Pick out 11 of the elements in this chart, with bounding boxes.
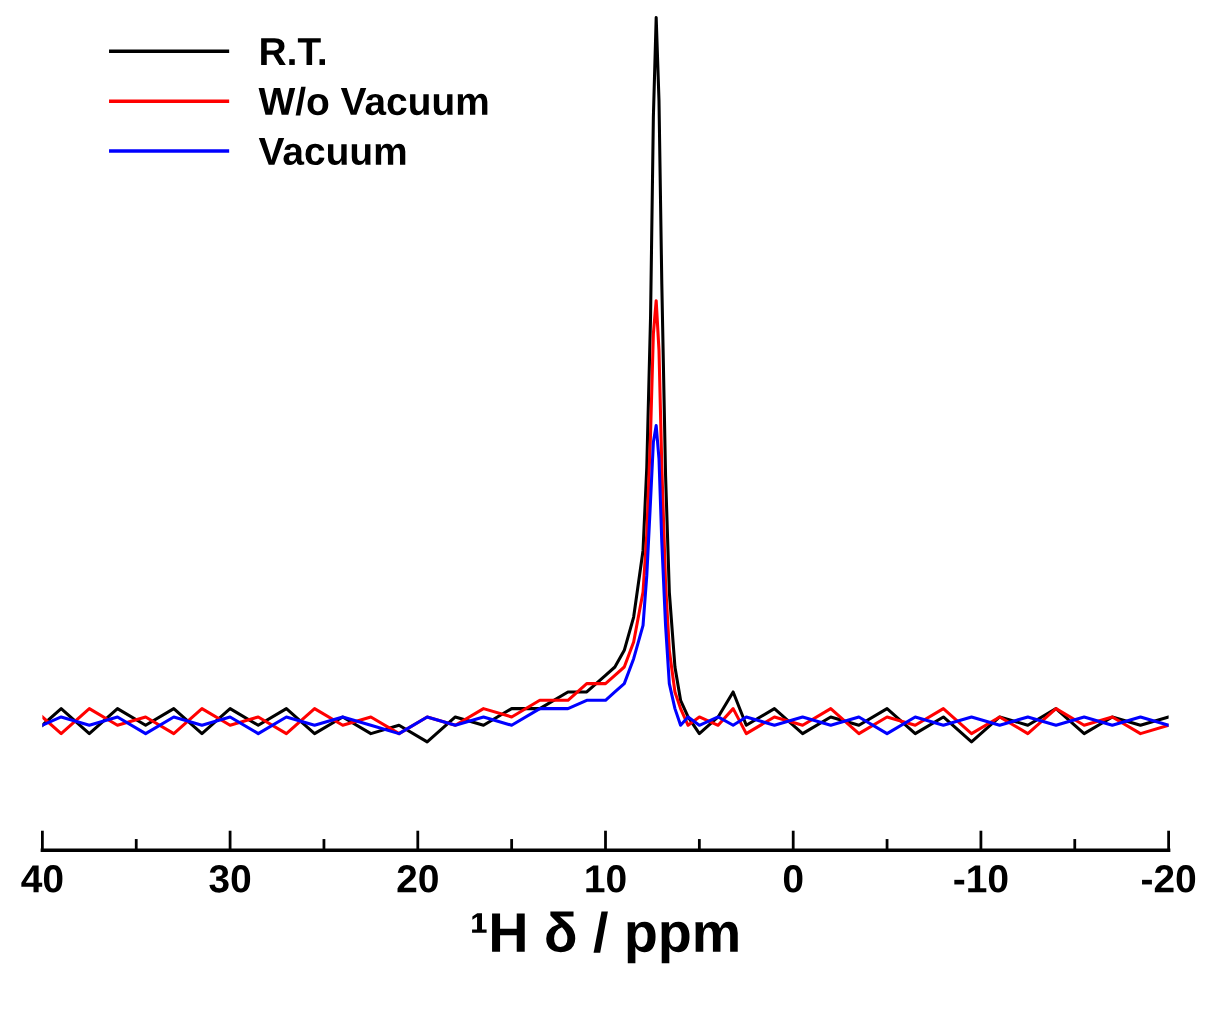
x-tick-label: 10 <box>586 865 626 893</box>
x-tick-label: 30 <box>209 865 251 893</box>
x-tick-label: 20 <box>397 865 438 893</box>
x-tick-label: 40 <box>21 865 63 893</box>
x-axis-title: ¹H δ / ppm <box>472 911 738 964</box>
legend-label: R.T. <box>261 38 325 65</box>
legend-label: Vacuum <box>258 137 406 166</box>
x-tick-label: -20 <box>1142 865 1196 893</box>
x-tick-label: 0 <box>783 865 803 893</box>
x-tick-label: -10 <box>954 865 1008 893</box>
legend-label: W/o Vacuum <box>258 86 488 116</box>
